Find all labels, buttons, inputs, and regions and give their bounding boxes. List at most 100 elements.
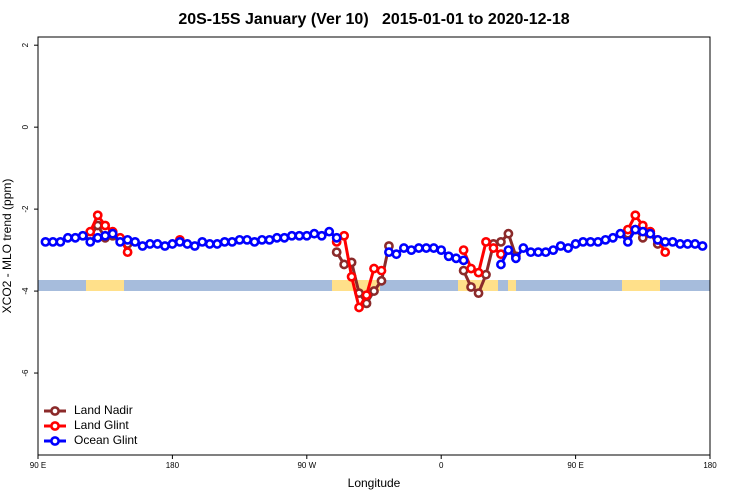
data-point bbox=[294, 230, 305, 241]
data-point bbox=[473, 288, 484, 299]
data-point bbox=[137, 241, 148, 251]
data-point bbox=[145, 239, 155, 249]
legend-label: Land Nadir bbox=[74, 403, 133, 417]
plot-frame bbox=[37, 36, 711, 456]
land-patch bbox=[622, 280, 660, 291]
data-point bbox=[600, 234, 611, 245]
data-point bbox=[525, 247, 536, 258]
data-point bbox=[466, 282, 476, 292]
land-patch bbox=[458, 280, 498, 291]
data-point bbox=[130, 237, 140, 247]
data-point bbox=[413, 243, 424, 253]
data-point bbox=[369, 263, 379, 274]
data-point bbox=[272, 232, 282, 243]
data-point bbox=[496, 237, 506, 247]
data-point bbox=[608, 232, 618, 243]
x-axis-label: Longitude bbox=[348, 476, 401, 490]
data-point bbox=[563, 243, 574, 253]
data-point bbox=[466, 263, 476, 274]
data-point bbox=[496, 259, 506, 270]
data-point bbox=[77, 230, 88, 241]
data-point bbox=[630, 224, 641, 235]
data-point bbox=[92, 232, 103, 243]
data-point bbox=[339, 259, 350, 270]
data-point bbox=[518, 243, 529, 253]
data-point bbox=[85, 226, 96, 237]
data-point bbox=[660, 237, 671, 247]
data-point bbox=[354, 302, 364, 313]
data-point bbox=[62, 232, 73, 243]
data-point bbox=[481, 269, 491, 280]
data-point bbox=[585, 237, 596, 247]
data-point bbox=[339, 230, 350, 241]
data-point bbox=[249, 237, 260, 247]
data-point bbox=[227, 237, 238, 247]
data-point bbox=[85, 237, 96, 247]
data-point bbox=[279, 232, 290, 243]
data-point bbox=[55, 237, 66, 247]
data-point bbox=[197, 237, 208, 247]
data-point bbox=[615, 228, 626, 239]
data-point bbox=[697, 241, 708, 251]
data-point bbox=[212, 239, 223, 249]
y-tick-label: 0 bbox=[21, 124, 30, 129]
data-point bbox=[257, 234, 267, 245]
data-point bbox=[428, 243, 439, 253]
data-point bbox=[503, 245, 514, 255]
data-point bbox=[570, 239, 581, 249]
chart-title: 20S-15S January (Ver 10) 2015-01-01 to 2… bbox=[178, 11, 569, 28]
data-point bbox=[346, 271, 357, 282]
data-point bbox=[369, 286, 379, 296]
x-tick-label: 90 E bbox=[30, 461, 46, 470]
data-point bbox=[376, 265, 387, 276]
legend-swatch-point bbox=[50, 421, 60, 431]
legend-label: Ocean Glint bbox=[74, 433, 138, 447]
data-point bbox=[361, 290, 372, 301]
data-point bbox=[182, 239, 193, 249]
data-point bbox=[667, 237, 678, 247]
data-point bbox=[458, 245, 469, 255]
x-tick-label: 180 bbox=[703, 461, 717, 470]
data-point bbox=[690, 239, 700, 249]
series bbox=[85, 210, 671, 313]
legend-swatch-point bbox=[50, 436, 60, 446]
data-point bbox=[189, 241, 200, 251]
data-point bbox=[682, 239, 693, 249]
data-point bbox=[503, 228, 514, 239]
data-point bbox=[316, 230, 327, 241]
land-patch bbox=[86, 280, 124, 291]
data-point bbox=[376, 275, 387, 286]
data-point bbox=[286, 230, 297, 241]
data-point bbox=[451, 253, 462, 264]
y-tick-label: -4 bbox=[21, 287, 30, 295]
y-tick-label: -2 bbox=[21, 205, 30, 213]
data-point bbox=[622, 224, 633, 235]
y-tick-label: 2 bbox=[21, 42, 30, 47]
data-point bbox=[622, 237, 633, 247]
data-point bbox=[309, 228, 320, 239]
x-tick-label: 90 W bbox=[297, 461, 316, 470]
data-point bbox=[675, 239, 686, 249]
data-point bbox=[264, 234, 275, 245]
data-point bbox=[510, 253, 521, 264]
data-point bbox=[122, 247, 133, 258]
data-point bbox=[100, 230, 111, 241]
data-point bbox=[421, 243, 432, 253]
data-point bbox=[301, 230, 312, 241]
x-tick-label: 180 bbox=[166, 461, 180, 470]
series bbox=[40, 224, 708, 270]
data-point bbox=[637, 226, 648, 237]
land-patch bbox=[508, 280, 516, 291]
data-point bbox=[458, 255, 469, 266]
data-point bbox=[234, 234, 245, 245]
data-point bbox=[645, 228, 656, 239]
data-point bbox=[488, 243, 499, 253]
data-point bbox=[384, 247, 394, 258]
data-point bbox=[548, 245, 559, 255]
data-point bbox=[458, 265, 469, 276]
data-point bbox=[533, 247, 544, 258]
data-point bbox=[398, 243, 409, 253]
data-point bbox=[331, 247, 342, 258]
data-point bbox=[660, 247, 671, 258]
data-point bbox=[578, 237, 588, 247]
